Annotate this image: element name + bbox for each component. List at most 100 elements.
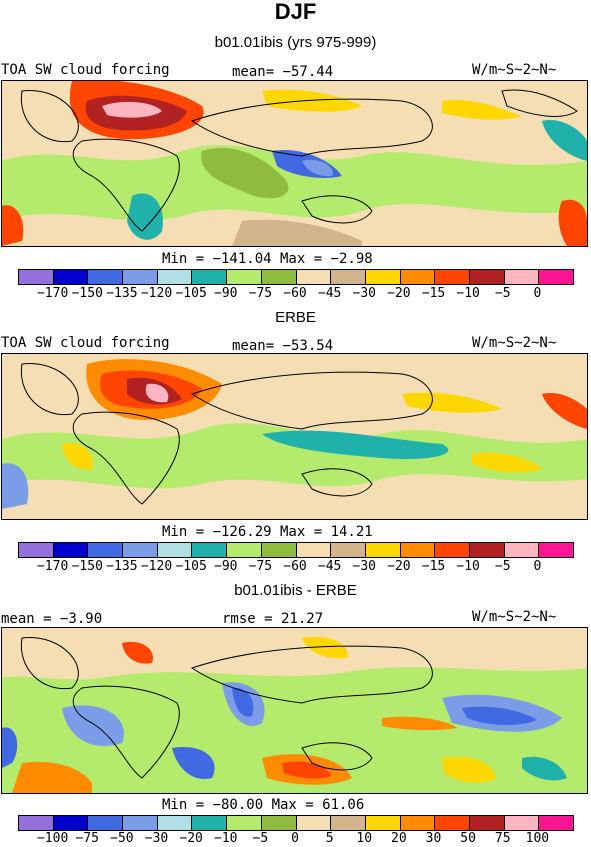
colorbar-swatch [504,816,540,830]
colorbar-tick-label: −150 [71,559,103,574]
panel-3-minmax: Min = −80.00 Max = 61.06 [162,797,365,813]
colorbar-swatch [331,816,366,830]
colorbar-tick-label: 50 [460,831,476,846]
colorbar-swatch [469,816,505,830]
panel-2-colorbar [18,542,574,558]
colorbar-swatch [435,543,470,557]
colorbar-tick-label: −10 [214,831,238,846]
colorbar-swatch [227,816,262,830]
panel-2-minmax: Min = −126.29 Max = 14.21 [162,524,373,540]
colorbar-swatch [53,543,89,557]
colorbar-tick-label: −90 [214,559,238,574]
colorbar-swatch [435,816,470,830]
colorbar-tick-label: −30 [352,286,376,301]
colorbar-tick-label: 30 [425,831,442,846]
colorbar-swatch [192,816,228,830]
colorbar-tick-label: −30 [144,831,169,846]
colorbar-swatch [400,270,436,284]
colorbar-swatch [504,543,540,557]
panel-1-map [1,80,588,247]
colorbar-tick-label: 75 [494,831,511,846]
colorbar-swatch [296,543,332,557]
colorbar-swatch [123,543,158,557]
page-title: DJF [274,0,317,24]
colorbar-swatch [157,270,193,284]
colorbar-swatch [400,816,436,830]
colorbar-swatch [469,270,505,284]
colorbar-swatch [296,270,332,284]
panel-3-colorbar [18,815,574,831]
colorbar-swatch [157,816,193,830]
colorbar-tick-label: −50 [110,831,134,846]
panel-1-minmax: Min = −141.04 Max = −2.98 [162,251,373,267]
colorbar-tick-label: −75 [248,559,273,574]
panel-3-map [1,627,588,794]
colorbar-swatch [123,270,158,284]
panel-2-field-label: TOA SW cloud forcing [1,335,170,351]
colorbar-tick-label: −10 [456,286,480,301]
colorbar-swatch [365,270,401,284]
panel-1-units-label: W/m~S~2~N~ [472,62,557,78]
colorbar-tick-label: −150 [71,286,103,301]
panel-1-mean-label: mean= −57.44 [232,64,334,80]
colorbar-swatch [157,543,193,557]
colorbar-swatch [504,270,540,284]
colorbar-swatch [435,270,470,284]
colorbar-tick-label: −75 [75,831,99,846]
colorbar-swatch [539,270,573,284]
colorbar-tick-label: −20 [179,831,203,846]
panel-1-colorbar [18,269,574,285]
colorbar-tick-label: −135 [106,286,138,301]
panel-3-units-label: W/m~S~2~N~ [472,609,557,625]
panel-1-field-label: TOA SW cloud forcing [1,62,170,78]
colorbar-tick-label: −15 [421,286,446,301]
panel-2-map [1,353,588,520]
colorbar-swatch [331,543,366,557]
colorbar-swatch [365,543,401,557]
colorbar-swatch [19,543,54,557]
colorbar-tick-label: −75 [248,286,273,301]
panel-2-mean-label: mean= −53.54 [232,338,334,354]
colorbar-swatch [19,270,54,284]
colorbar-tick-label: −10 [456,559,480,574]
colorbar-swatch [88,543,124,557]
colorbar-swatch [261,270,297,284]
colorbar-tick-label: −90 [214,286,238,301]
colorbar-tick-label: −45 [317,559,342,574]
colorbar-tick-label: −170 [36,286,69,301]
colorbar-tick-label: −100 [36,831,69,846]
panel-3-mean-label: mean = −3.90 [1,611,103,627]
colorbar-swatch [123,816,158,830]
colorbar-tick-label: −120 [140,559,173,574]
colorbar-tick-label: −20 [387,286,411,301]
colorbar-swatch [19,816,54,830]
colorbar-tick-label: 0 [291,831,299,846]
colorbar-tick-label: −20 [387,559,411,574]
colorbar-swatch [296,816,332,830]
colorbar-tick-label: −60 [283,286,307,301]
colorbar-tick-label: −120 [140,286,173,301]
colorbar-tick-label: −30 [352,559,376,574]
colorbar-swatch [88,270,124,284]
colorbar-tick-label: 0 [533,286,542,301]
colorbar-swatch [261,816,297,830]
panel-2-colorbar-ticks: −170 −150 −135 −120 −105 −90 −75 −60 −45 −30 −20 −1… [18,559,572,575]
panel-2-units-label: W/m~S~2~N~ [472,335,557,351]
colorbar-tick-label: 100 [525,831,550,846]
panel-3-rmse-label: rmse = 21.27 [222,611,324,627]
colorbar-swatch [400,543,436,557]
colorbar-tick-label: −170 [36,559,69,574]
colorbar-swatch [227,543,262,557]
colorbar-swatch [261,543,297,557]
colorbar-swatch [53,816,89,830]
colorbar-tick-label: −45 [317,286,342,301]
colorbar-tick-label: 5 [325,831,334,846]
panel-2-subtitle: ERBE [275,309,316,326]
colorbar-tick-label: −5 [494,559,511,574]
colorbar-tick-label: −105 [175,286,207,301]
panel-1-colorbar-ticks: −170 −150 −135 −120 −105 −90 −75 −60 −45 −30 −20 −1… [18,286,572,302]
colorbar-swatch [365,816,401,830]
colorbar-swatch [192,543,228,557]
colorbar-swatch [331,270,366,284]
colorbar-tick-label: 0 [533,559,542,574]
